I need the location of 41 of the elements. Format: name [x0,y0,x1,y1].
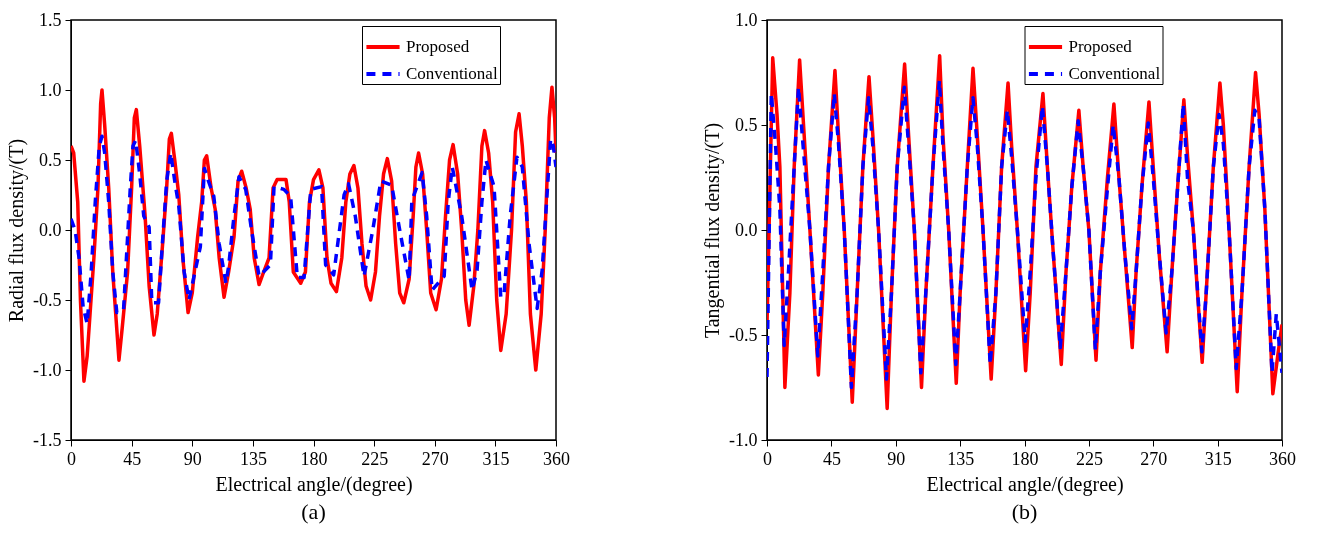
legend-label: Proposed [406,37,470,56]
text: (a) [301,499,326,524]
legend-label: Proposed [1068,37,1133,56]
y-tick-label: -1.5 [33,429,62,450]
y-axis-title: Radial flux density/(T) [5,138,29,323]
x-tick-label: 225 [361,448,389,469]
x-tick-label: 360 [1269,448,1296,469]
x-tick-label: 360 [543,448,570,469]
x-tick-label: 270 [421,448,449,469]
legend-label: Conventional [1068,64,1161,83]
text: (b) [1011,499,1038,524]
x-tick-label: 135 [947,448,975,469]
y-tick-label: 0.0 [735,219,758,240]
y-tick-label: 0.5 [735,114,758,135]
x-tick-label: 225 [1075,448,1103,469]
y-tick-label: -0.5 [729,324,758,345]
x-tick-label: 180 [300,448,328,469]
x-tick-label: 315 [482,448,510,469]
x-tick-label: 45 [822,448,841,469]
x-axis-title: Electrical angle/(degree) [926,472,1124,496]
x-tick-label: 45 [123,448,142,469]
x-tick-label: 180 [1011,448,1039,469]
x-tick-label: 90 [887,448,906,469]
x-axis-title: Electrical angle/(degree) [215,472,413,496]
legend-label: Conventional [406,64,498,83]
x-tick-label: 0 [67,448,76,469]
x-tick-label: 270 [1140,448,1168,469]
line-series [71,134,556,326]
y-tick-label: 1.5 [39,9,62,30]
x-tick-label: 0 [763,448,772,469]
x-tick-label: 135 [239,448,267,469]
y-tick-label: -1.0 [33,359,62,380]
y-tick-label: 0.5 [39,149,62,170]
y-tick-label: -0.5 [33,289,62,310]
y-axis-title: Tangential flux density/(T) [701,122,725,339]
y-tick-label: -1.0 [729,429,758,450]
y-tick-label: 0.0 [39,219,62,240]
x-tick-label: 90 [183,448,202,469]
y-tick-label: 1.0 [735,9,758,30]
x-tick-label: 315 [1204,448,1232,469]
y-tick-label: 1.0 [39,79,62,100]
